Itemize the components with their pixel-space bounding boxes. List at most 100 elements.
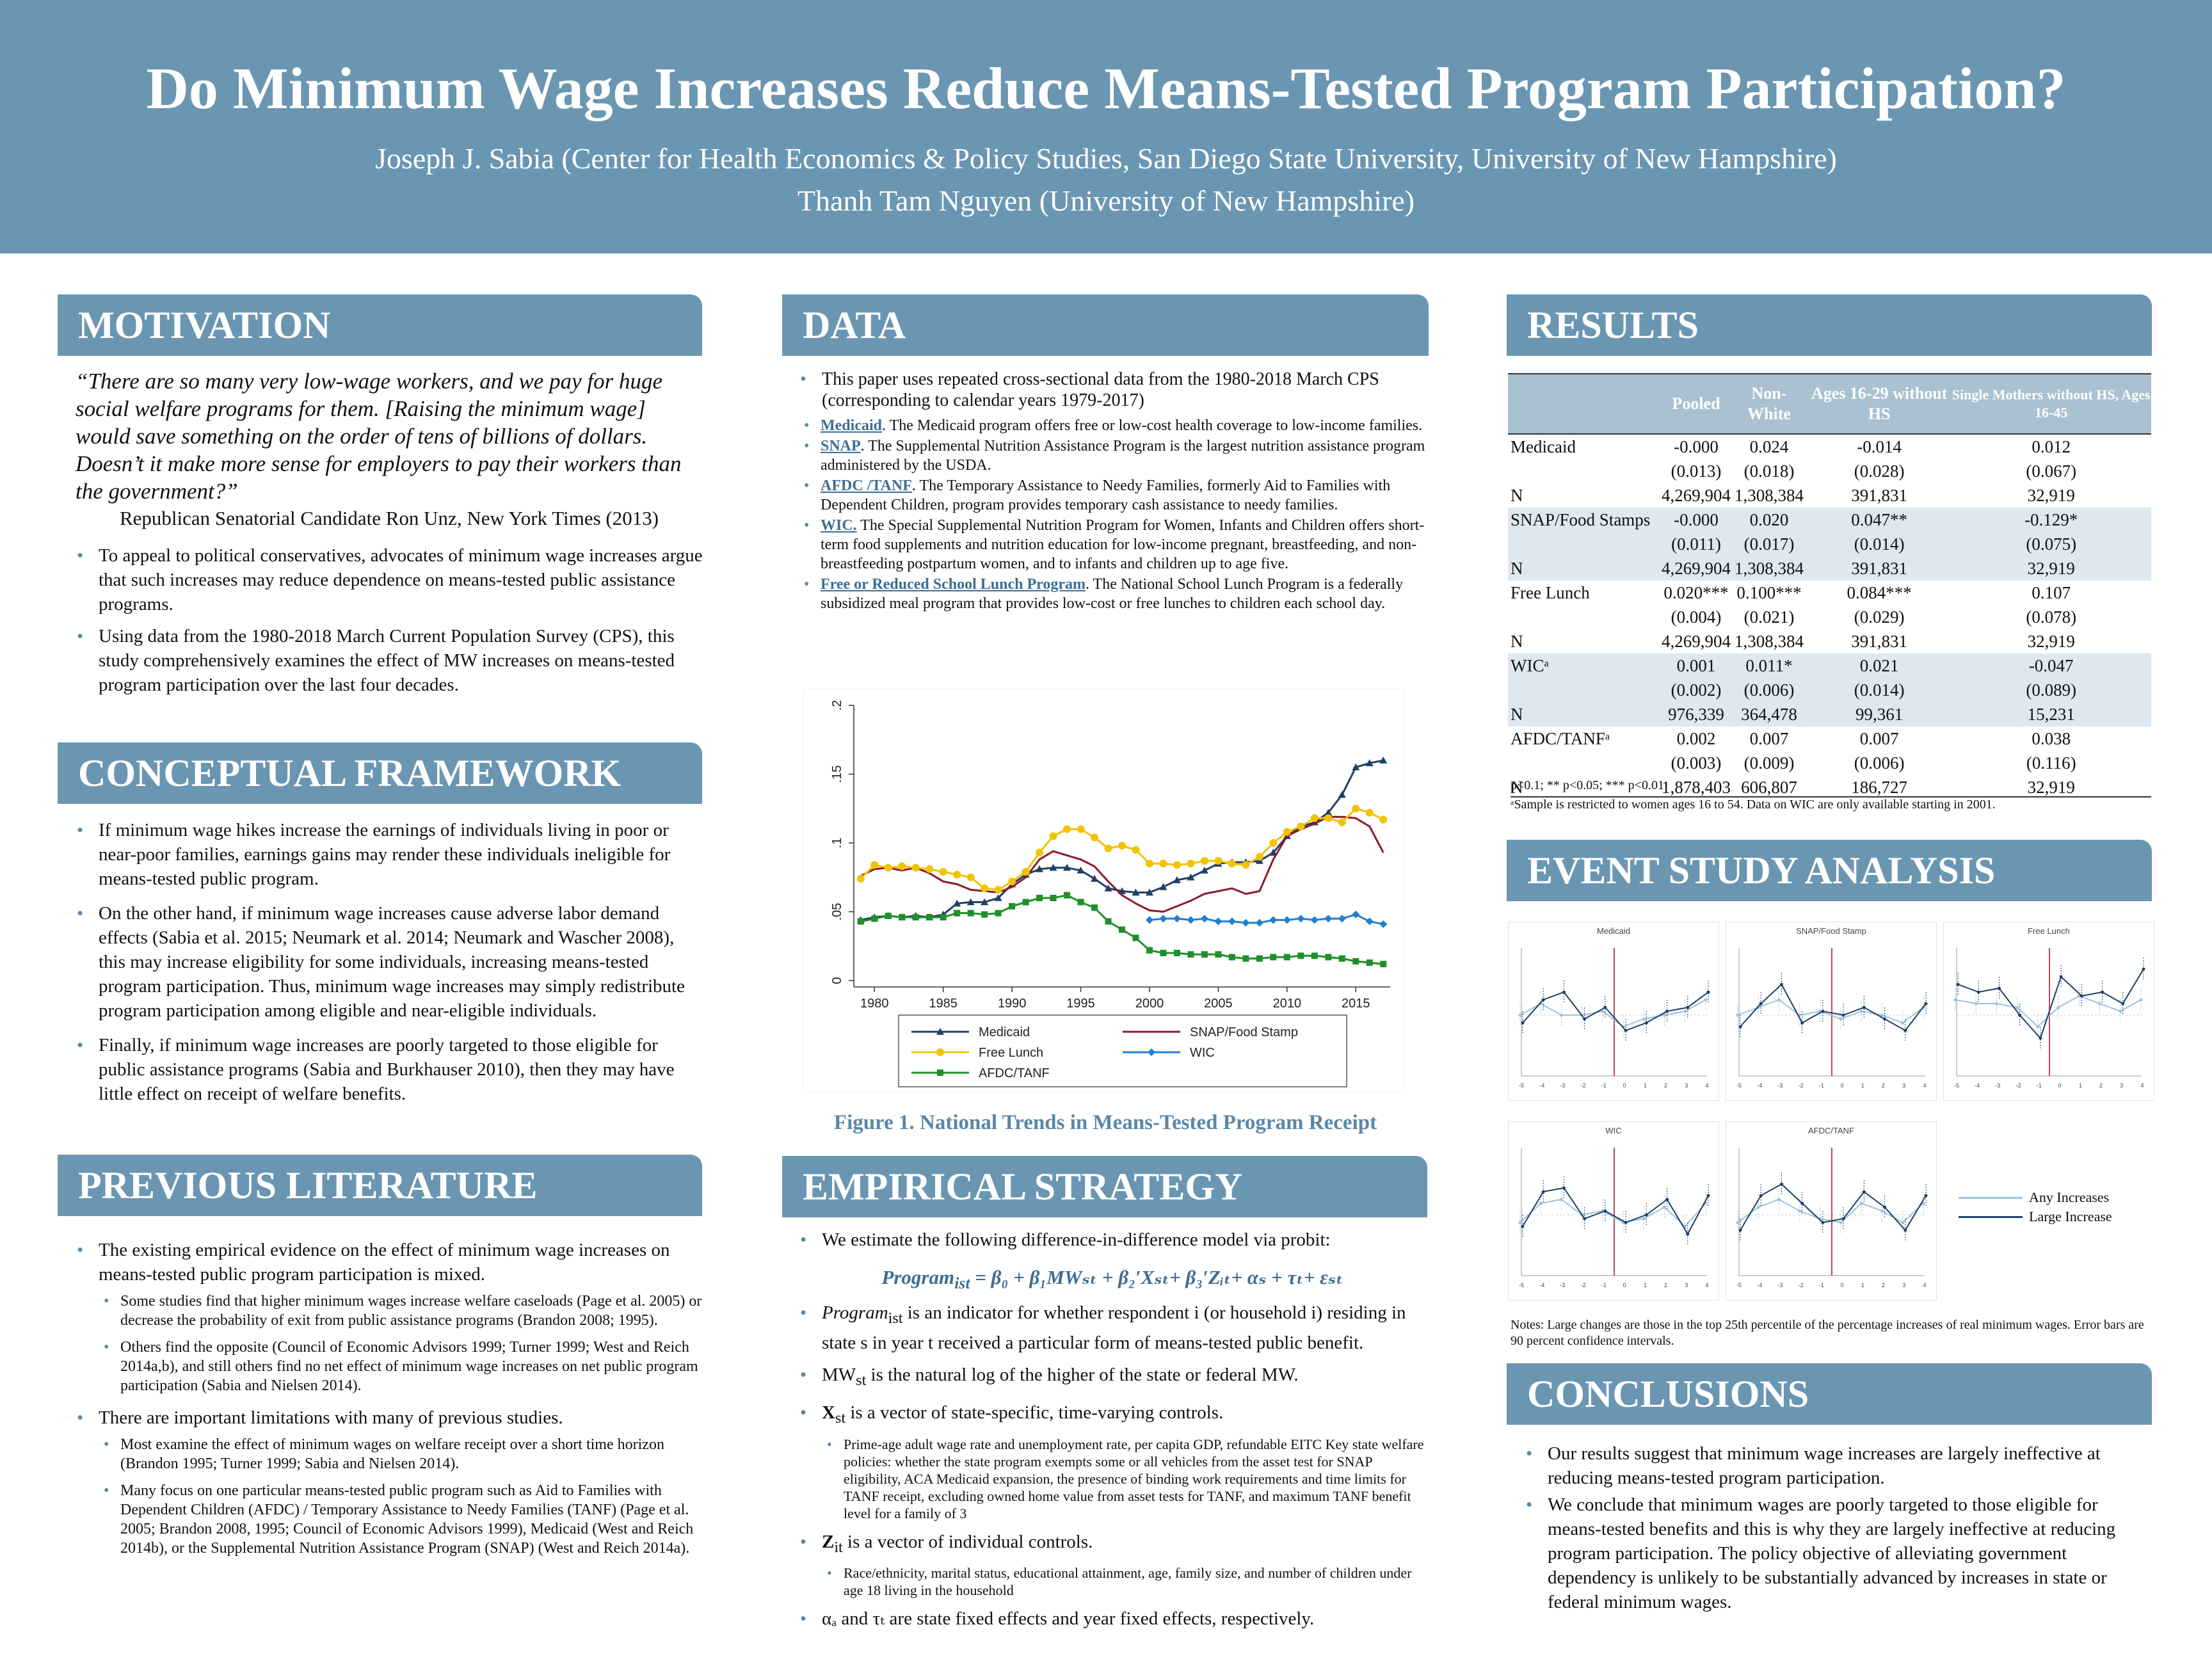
medicaid-link[interactable]: Medicaid — [821, 417, 882, 434]
data-point — [857, 918, 864, 925]
data-point — [1146, 947, 1153, 954]
conceptual-bullet: Finally, if minimum wage increases are p… — [76, 1033, 703, 1106]
strategy-heading: EMPIRICAL STRATEGY — [782, 1156, 1427, 1217]
series-afdc-tanf — [857, 892, 1387, 968]
panel-x-label: -1 — [1819, 1082, 1824, 1089]
data-point — [1200, 867, 1208, 874]
data-point — [1839, 1017, 1843, 1021]
data-point — [1036, 865, 1044, 872]
panel-x-label: 0 — [1623, 1082, 1626, 1089]
motivation-bullet: Using data from the 1980-2018 March Curr… — [76, 624, 703, 697]
event-panel-wic: WIC -5 -4 -3 -2 -1 0 1 2 3 4 — [1508, 1121, 1719, 1301]
data-point — [1159, 883, 1167, 890]
data-point — [1077, 825, 1085, 833]
data-item-text: . The Supplemental Nutrition Assistance … — [821, 438, 1425, 474]
table-cell — [1508, 459, 1662, 483]
data-point — [1269, 839, 1278, 847]
data-point — [1759, 1194, 1763, 1198]
data-point — [1256, 955, 1263, 962]
data-point — [2139, 998, 2143, 1002]
afdc-link[interactable]: AFDC /TANF — [821, 477, 912, 494]
strategy-bullet: We estimate the following difference-in-… — [799, 1228, 1426, 1252]
table-cell: 0.084*** — [1847, 583, 1912, 602]
eq-lhs-sub: ist — [954, 1274, 970, 1293]
data-point — [1159, 915, 1167, 923]
data-point — [1352, 805, 1360, 813]
col-header: Ages 16-29 without HS — [1807, 374, 1952, 434]
data-point — [1798, 1209, 1802, 1213]
data-point — [1242, 955, 1249, 962]
data-point — [1541, 998, 1545, 1002]
data-item-snap: SNAP. The Supplemental Nutrition Assista… — [799, 437, 1426, 475]
data-point — [1148, 1048, 1155, 1056]
data-point — [1880, 1013, 1884, 1017]
literature-section: The existing empirical evidence on the e… — [76, 1230, 703, 1558]
data-item-wic: WIC. The Special Supplemental Nutrition … — [799, 516, 1426, 573]
data-point — [1064, 892, 1071, 899]
data-point — [2142, 967, 2145, 971]
table-row: WICᵃ 0.001 0.011* 0.021 -0.047 — [1508, 653, 2151, 678]
legend-entry: Medicaid — [911, 1025, 1030, 1039]
table-cell: (0.009) — [1743, 753, 1795, 773]
data-point — [1800, 1201, 1804, 1205]
table-cell: 0.107 — [2032, 583, 2071, 602]
data-point — [1050, 895, 1057, 901]
table-cell: N — [1511, 486, 1523, 505]
panel-x-label: -1 — [1819, 1282, 1824, 1288]
snap-link[interactable]: SNAP — [821, 438, 861, 454]
lunch-link[interactable]: Free or Reduced School Lunch Program — [821, 576, 1086, 593]
panel-x-label: 3 — [1902, 1082, 1905, 1089]
data-point — [953, 870, 961, 879]
data-point — [926, 865, 934, 873]
eq-rhs: = β₀ + β₁MWₛₜ + β₂′Xₛₜ+ β₃′Zᵢₜ+ αₛ + τₜ+… — [970, 1266, 1343, 1288]
table-row: SNAP/Food Stamps -0.000 0.020 0.047** -0.129… — [1508, 508, 2151, 532]
data-point — [966, 898, 975, 906]
table-cell: 0.021 — [1807, 653, 1952, 678]
data-point — [1022, 899, 1029, 906]
table-cell: 0.007 — [1859, 729, 1899, 748]
panel-x-label: 3 — [1685, 1082, 1688, 1089]
var-z: Z — [822, 1531, 835, 1552]
table-cell: 0.007 — [1749, 729, 1789, 748]
wic-link[interactable]: WIC. — [821, 517, 857, 534]
data-point — [1518, 1013, 1522, 1017]
event-panel-medicaid: Medicaid -5 -4 -3 -2 -1 0 1 2 3 4 — [1508, 922, 1719, 1101]
table-cell: -0.014 — [1857, 437, 1902, 456]
table-cell: (0.004) — [1671, 607, 1722, 627]
table-cell: (0.002) — [1662, 678, 1731, 702]
literature-subbullet: Many focus on one particular means-teste… — [99, 1481, 703, 1558]
panel-x-label: 0 — [1841, 1282, 1844, 1288]
large-increase-line — [1740, 1183, 1927, 1231]
strategy-text: is an indicator for whether respondent i… — [822, 1302, 1406, 1353]
data-point — [1521, 1224, 1525, 1228]
data-point — [1324, 808, 1333, 816]
data-point — [1706, 1194, 1710, 1198]
data-item-text: . The Medicaid program offers free or lo… — [882, 417, 1423, 434]
event-panel-snap: SNAP/Food Stamp -5 -4 -3 -2 -1 0 1 2 3 4 — [1726, 922, 1937, 1101]
panel-title: Free Lunch — [2028, 926, 2070, 936]
table-cell — [1508, 678, 1662, 702]
table-cell: 0.020*** — [1663, 583, 1729, 602]
panel-x-label: -3 — [1777, 1282, 1783, 1288]
var-program: Program — [822, 1302, 888, 1324]
data-point — [1924, 1002, 1928, 1006]
table-cell: 1,308,384 — [1731, 556, 1807, 581]
data-point — [1187, 916, 1195, 924]
strategy-text: is a vector of state-specific, time-vary… — [846, 1402, 1224, 1423]
legend-entry: Free Lunch — [911, 1046, 1043, 1060]
data-point — [885, 912, 892, 919]
col-header: Pooled — [1662, 374, 1731, 434]
any-increase-line — [1519, 1198, 1706, 1228]
data-item-text: The Special Supplemental Nutrition Progr… — [821, 517, 1425, 572]
panel-x-label: -3 — [1777, 1082, 1783, 1089]
data-point — [1379, 815, 1388, 824]
panel-x-label: -4 — [1539, 1282, 1544, 1288]
data-point — [2080, 994, 2083, 998]
legend-label: Large Increase — [2029, 1208, 2112, 1224]
poster-title: Do Minimum Wage Increases Reduce Means-T… — [146, 56, 2066, 121]
panel-x-label: -3 — [1560, 1082, 1565, 1089]
table-row: (0.002) (0.006) (0.014) (0.089) — [1508, 678, 2151, 702]
data-point — [1077, 899, 1084, 906]
table-cell: 32,919 — [2027, 632, 2075, 651]
legend-entry: WIC — [1123, 1046, 1215, 1060]
